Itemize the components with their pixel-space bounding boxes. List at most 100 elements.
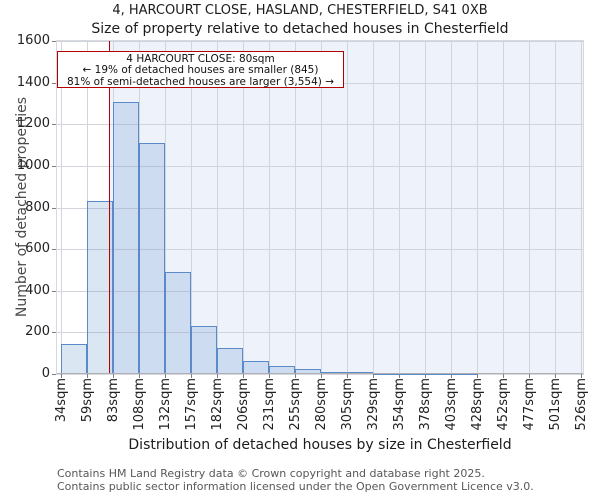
y-tick-label: 600 (25, 241, 50, 257)
y-tick-label: 1600 (16, 33, 50, 48)
h-gridline (57, 249, 583, 251)
x-tick-mark (217, 374, 218, 378)
x-tick-mark (61, 374, 62, 378)
y-tick-label: 1000 (16, 157, 50, 173)
property-annotation-box: 4 HARCOURT CLOSE: 80sqm ← 19% of detache… (57, 51, 344, 88)
annotation-line-1: 4 HARCOURT CLOSE: 80sqm (126, 52, 275, 65)
v-gridline (503, 41, 504, 374)
x-tick-mark (581, 374, 582, 378)
v-gridline (581, 41, 582, 374)
y-tick-label: 0 (41, 366, 50, 381)
h-gridline (57, 41, 583, 42)
x-tick-mark (295, 374, 296, 378)
h-gridline (57, 165, 583, 167)
v-gridline (217, 41, 218, 374)
v-gridline (425, 41, 426, 374)
x-tick-label: 59sqm (79, 378, 95, 423)
v-gridline (243, 41, 244, 374)
x-tick-label: 501sqm (547, 378, 563, 431)
v-gridline (399, 41, 400, 374)
histogram-bar (165, 272, 191, 374)
x-tick-label: 132sqm (157, 378, 173, 431)
v-gridline (373, 41, 374, 374)
h-gridline (57, 124, 583, 126)
x-tick-label: 206sqm (235, 378, 251, 431)
v-gridline (347, 41, 348, 374)
x-axis-label: Distribution of detached houses by size … (128, 437, 512, 453)
x-tick-mark (399, 374, 400, 378)
histogram-bar (191, 325, 217, 374)
x-tick-mark (503, 374, 504, 378)
x-tick-mark (321, 374, 322, 378)
y-tick-label: 200 (25, 324, 50, 340)
plot-area (56, 40, 584, 376)
x-tick-label: 255sqm (287, 378, 303, 431)
histogram-bar (87, 201, 113, 374)
property-size-marker-line (108, 41, 111, 374)
x-tick-label: 477sqm (521, 378, 537, 431)
v-gridline (529, 41, 530, 374)
y-tick-mark (52, 207, 56, 209)
x-tick-mark (243, 374, 244, 378)
x-tick-label: 329sqm (365, 378, 381, 431)
x-tick-mark (373, 374, 374, 378)
x-axis-line (57, 372, 583, 375)
y-tick-label: 1200 (16, 116, 50, 132)
x-tick-mark (529, 374, 530, 378)
x-tick-label: 305sqm (339, 378, 355, 431)
x-tick-label: 526sqm (573, 378, 589, 431)
footer-copyright: Contains HM Land Registry data © Crown c… (57, 467, 485, 480)
x-tick-mark (191, 374, 192, 378)
y-tick-mark (52, 165, 56, 167)
y-tick-mark (52, 124, 56, 126)
v-gridline (295, 41, 296, 374)
x-tick-label: 83sqm (105, 378, 121, 423)
x-tick-mark (139, 374, 140, 378)
v-gridline (269, 41, 270, 374)
x-tick-label: 157sqm (183, 378, 199, 431)
x-tick-label: 354sqm (391, 378, 407, 431)
histogram-bar (61, 343, 87, 374)
x-tick-label: 34sqm (53, 378, 69, 423)
y-tick-label: 1400 (16, 74, 50, 90)
histogram-bar (139, 142, 165, 374)
h-gridline (57, 332, 583, 334)
chart-title: 4, HARCOURT CLOSE, HASLAND, CHESTERFIELD… (112, 3, 488, 18)
y-tick-mark (52, 332, 56, 334)
x-tick-label: 428sqm (469, 378, 485, 431)
x-tick-mark (451, 374, 452, 378)
y-tick-mark (52, 249, 56, 251)
annotation-line-2: ← 19% of detached houses are smaller (84… (82, 64, 319, 76)
x-tick-label: 182sqm (209, 378, 225, 431)
y-tick-mark (52, 290, 56, 292)
histogram-bar (113, 102, 139, 374)
v-gridline (61, 41, 62, 374)
v-gridline (165, 41, 166, 374)
x-tick-label: 378sqm (417, 378, 433, 431)
x-tick-label: 403sqm (443, 378, 459, 431)
x-tick-mark (87, 374, 88, 378)
y-tick-mark (52, 374, 56, 375)
y-tick-label: 400 (25, 282, 50, 298)
y-tick-mark (52, 41, 56, 42)
x-tick-mark (425, 374, 426, 378)
x-tick-mark (165, 374, 166, 378)
x-tick-label: 452sqm (495, 378, 511, 431)
x-tick-mark (113, 374, 114, 378)
y-tick-label: 800 (25, 199, 50, 215)
x-tick-mark (477, 374, 478, 378)
x-tick-label: 108sqm (131, 378, 147, 431)
x-tick-label: 280sqm (313, 378, 329, 431)
histogram-bar (217, 347, 243, 374)
h-gridline (57, 290, 583, 292)
v-gridline (477, 41, 478, 374)
v-gridline (321, 41, 322, 374)
v-gridline (191, 41, 192, 374)
x-tick-label: 231sqm (261, 378, 277, 431)
v-gridline (555, 41, 556, 374)
chart-subtitle: Size of property relative to detached ho… (91, 21, 509, 37)
x-tick-mark (555, 374, 556, 378)
v-gridline (451, 41, 452, 374)
x-tick-mark (347, 374, 348, 378)
h-gridline (57, 207, 583, 209)
